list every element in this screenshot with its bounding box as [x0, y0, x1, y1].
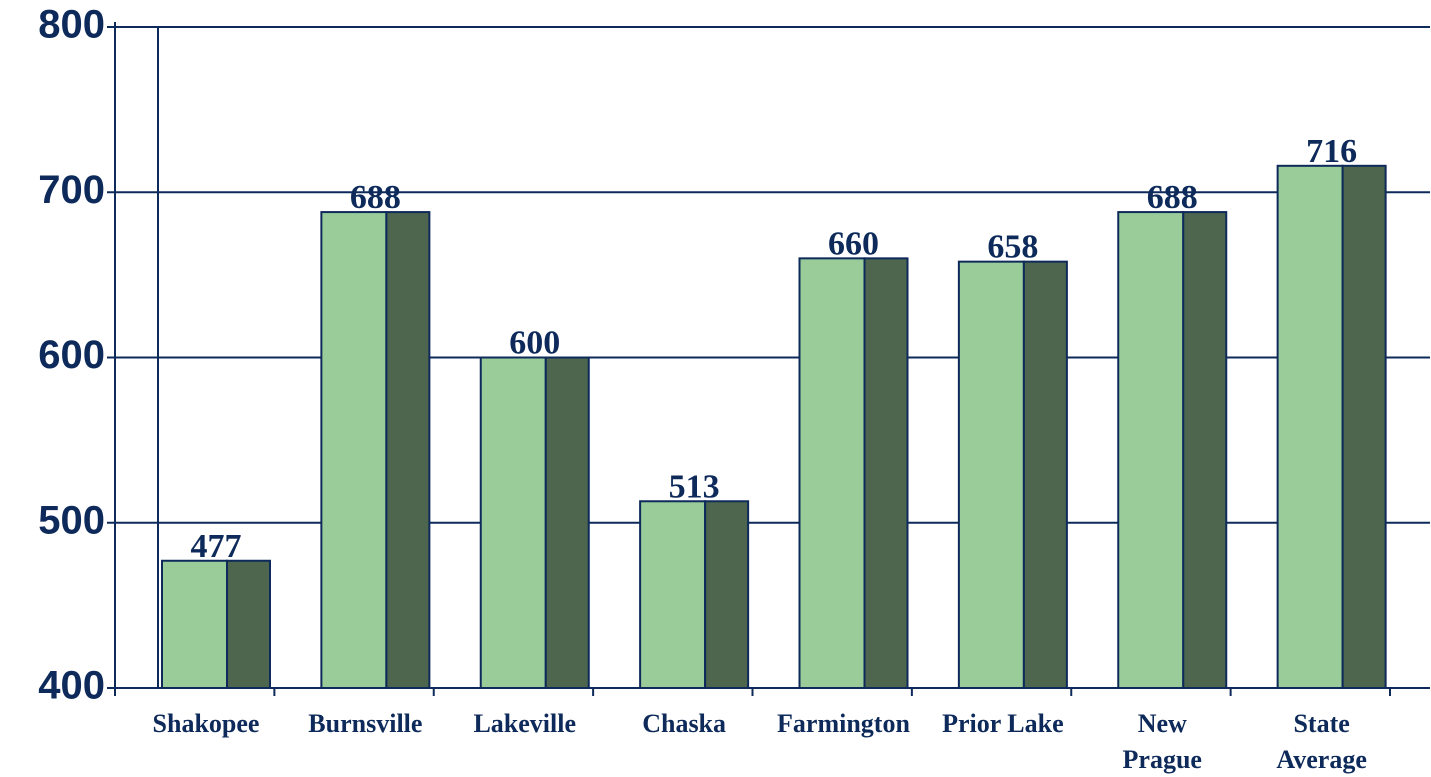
bar-side — [1022, 260, 1068, 689]
bar — [320, 211, 388, 690]
x-tick-label: Burnsville — [308, 709, 423, 738]
y-tick-label: 700 — [38, 168, 105, 212]
x-tick-label: Chaska — [642, 709, 727, 738]
bar — [957, 260, 1025, 689]
bar — [161, 559, 228, 690]
y-tick-label: 600 — [38, 333, 105, 377]
x-tick-label: New Prague — [1122, 709, 1202, 774]
bar-side — [226, 559, 271, 690]
x-tick-label: Shakopee — [152, 709, 260, 738]
y-tick-label: 400 — [38, 664, 105, 708]
bar-side — [544, 356, 590, 689]
bar-side — [1182, 211, 1228, 690]
value-label: 660 — [828, 225, 879, 262]
bar — [1276, 164, 1344, 689]
bar — [1117, 211, 1185, 690]
x-tick-label: Prior Lake — [942, 709, 1064, 738]
value-label: 477 — [191, 528, 242, 565]
bar — [798, 257, 866, 689]
value-label: 688 — [1147, 179, 1198, 216]
value-label: 513 — [669, 468, 720, 505]
bar-side — [863, 257, 909, 689]
value-label: 658 — [987, 229, 1038, 266]
bar-side — [385, 211, 431, 690]
value-label: 716 — [1306, 133, 1357, 170]
y-tick-label: 800 — [38, 3, 105, 47]
bar-side — [704, 500, 750, 689]
bar — [479, 356, 547, 689]
x-tick-label: State Average — [1276, 709, 1367, 774]
x-tick-label: Farmington — [777, 709, 910, 738]
bar-side — [1341, 164, 1387, 689]
value-label: 600 — [509, 325, 560, 362]
y-tick-label: 500 — [38, 498, 105, 542]
x-tick-label: Lakeville — [473, 709, 577, 738]
value-label: 688 — [350, 179, 401, 216]
bar — [639, 500, 707, 689]
